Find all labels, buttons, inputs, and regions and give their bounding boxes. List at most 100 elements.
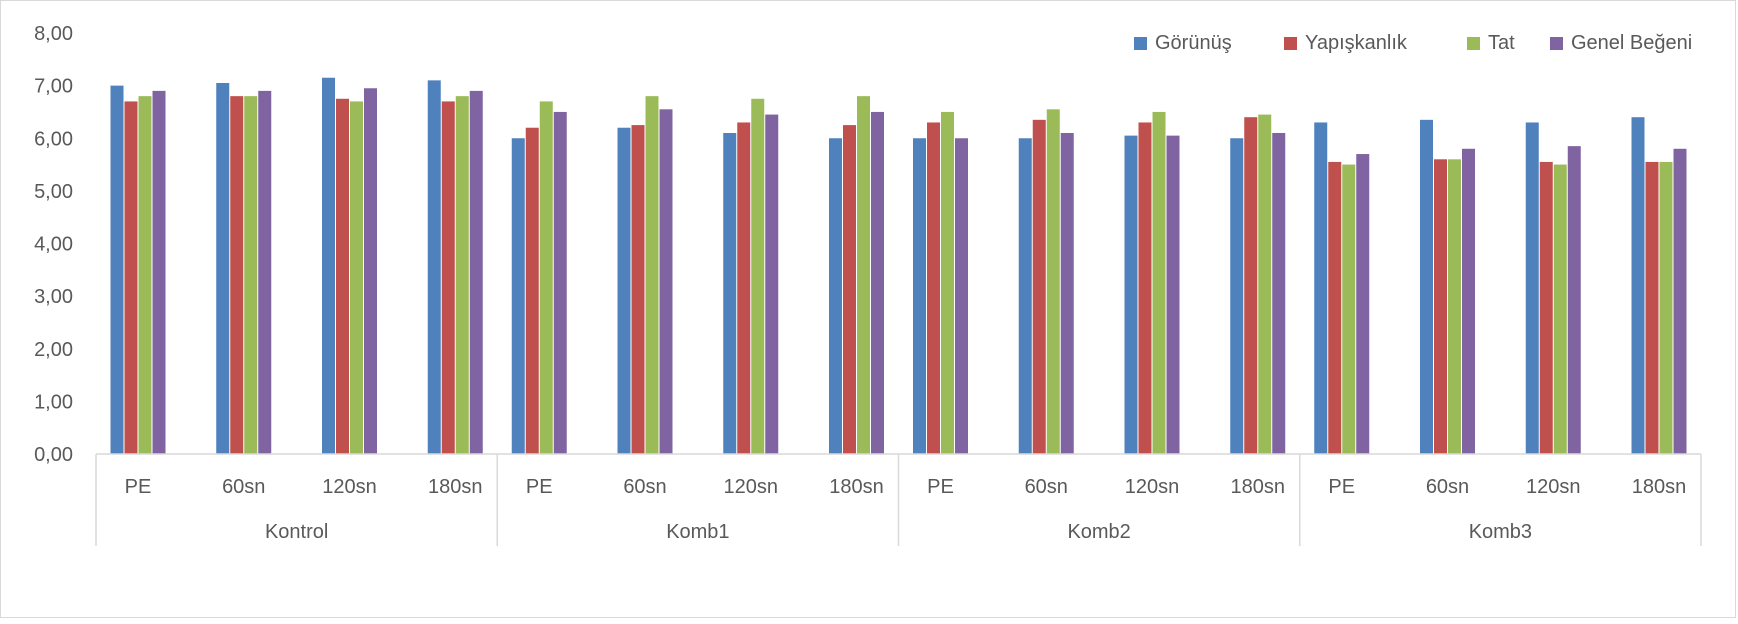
bar <box>955 138 968 454</box>
bar <box>1060 132 1074 455</box>
x-tick-label: 180sn <box>428 476 483 498</box>
bar <box>871 111 884 454</box>
bar <box>737 122 751 455</box>
x-tick-label: PE <box>927 476 954 498</box>
y-axis: 0,00 1,00 2,00 3,00 4,00 5,00 6,00 7,00 8,00 <box>34 23 73 466</box>
group-label: Komb3 <box>1469 521 1532 543</box>
bar <box>230 96 244 455</box>
bar <box>1230 138 1244 454</box>
bar <box>1645 161 1659 454</box>
bar <box>1258 114 1272 454</box>
bar <box>723 132 737 455</box>
bar <box>1420 119 1433 455</box>
y-tick-label: 5,00 <box>34 181 73 203</box>
bar <box>1018 138 1032 454</box>
bar <box>539 101 553 454</box>
bar <box>455 96 469 455</box>
x-tick-label: 180sn <box>1632 476 1687 498</box>
bar <box>1434 159 1447 455</box>
legend: Görünüş Yapışkanlık Tat Genel Beğeni <box>1134 32 1692 54</box>
x-tick-label: 60sn <box>1426 476 1469 498</box>
bar <box>1448 159 1461 455</box>
bar <box>1046 109 1060 455</box>
bar <box>1152 111 1166 454</box>
bar <box>469 90 483 454</box>
bar <box>1272 132 1286 455</box>
x-tick-label: 60sn <box>1025 476 1068 498</box>
x-tick-label: 180sn <box>829 476 884 498</box>
legend-swatch <box>1550 37 1563 50</box>
y-tick-label: 3,00 <box>34 286 73 308</box>
bar <box>1631 117 1645 454</box>
legend-label: Görünüş <box>1155 32 1232 54</box>
bar <box>1356 154 1370 454</box>
bar <box>631 125 645 454</box>
y-tick-label: 1,00 <box>34 391 73 413</box>
y-tick-label: 8,00 <box>34 23 73 45</box>
group-label: Komb1 <box>666 521 729 543</box>
bar <box>617 127 631 454</box>
x-tick-label: 60sn <box>222 476 265 498</box>
legend-swatch <box>1284 37 1297 50</box>
x-tick-label: PE <box>1328 476 1355 498</box>
bar <box>927 122 940 455</box>
bar <box>525 127 539 454</box>
bar <box>1138 122 1152 455</box>
bar <box>751 98 765 454</box>
group-label: Kontrol <box>265 521 328 543</box>
bar <box>829 138 842 454</box>
x-tick-label: 120sn <box>724 476 779 498</box>
bar <box>553 111 567 454</box>
bar <box>913 138 926 454</box>
bar <box>1673 148 1687 454</box>
bar <box>1032 119 1046 455</box>
bar <box>152 90 166 454</box>
bar <box>1567 146 1581 455</box>
legend-swatch <box>1467 37 1480 50</box>
bar <box>427 80 441 455</box>
x-tick-label: 120sn <box>1125 476 1180 498</box>
bar <box>1659 161 1673 454</box>
bar <box>1166 135 1180 454</box>
bar <box>1328 161 1342 454</box>
bar <box>1244 117 1258 454</box>
x-tick-label: 60sn <box>623 476 666 498</box>
bars <box>110 77 1687 455</box>
bar <box>364 88 377 454</box>
legend-label: Yapışkanlık <box>1305 32 1408 54</box>
bar <box>322 77 335 454</box>
bar <box>1553 164 1567 454</box>
x-tick-label: 120sn <box>322 476 377 498</box>
bar <box>1314 122 1328 455</box>
y-tick-label: 7,00 <box>34 76 73 98</box>
x-tick-label: 120sn <box>1526 476 1581 498</box>
legend-label: Tat <box>1488 32 1515 54</box>
bar <box>110 85 124 454</box>
bar <box>857 96 870 455</box>
x-tick-label: PE <box>526 476 553 498</box>
bar <box>124 101 138 454</box>
bar <box>244 96 258 455</box>
bar <box>659 109 673 455</box>
bar <box>645 96 659 455</box>
legend-swatch <box>1134 37 1147 50</box>
bar <box>336 98 349 454</box>
x-axis: PE 60sn 120sn 180sn Kontrol PE 60sn 120sn 180sn K… <box>95 453 1702 546</box>
bar <box>1462 148 1475 454</box>
bar <box>511 138 525 454</box>
y-tick-label: 4,00 <box>34 234 73 256</box>
y-tick-label: 0,00 <box>34 444 73 466</box>
x-tick-label: 180sn <box>1231 476 1286 498</box>
bar <box>1342 164 1356 454</box>
bar <box>941 111 954 454</box>
x-tick-label: PE <box>125 476 152 498</box>
bar <box>1539 161 1553 454</box>
bar <box>1124 135 1138 454</box>
y-tick-label: 2,00 <box>34 339 73 361</box>
bar <box>258 90 272 454</box>
bar <box>216 82 230 455</box>
group-label: Komb2 <box>1067 521 1130 543</box>
bar <box>1525 122 1539 455</box>
